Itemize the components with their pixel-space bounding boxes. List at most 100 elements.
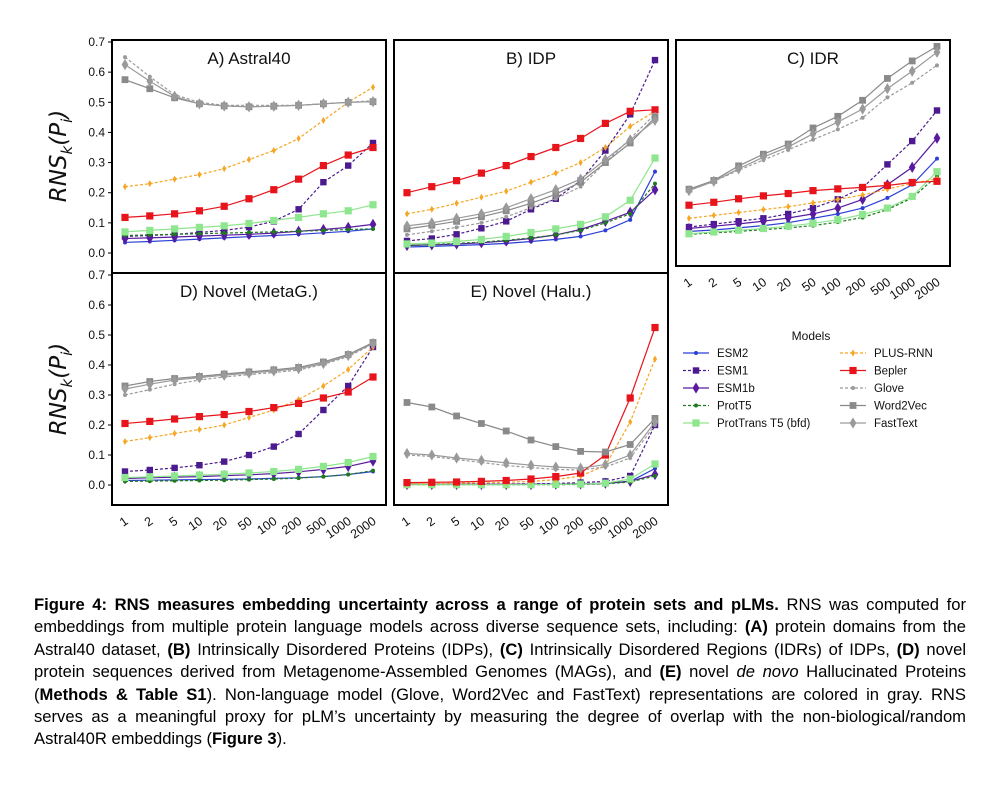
series-line <box>407 358 656 485</box>
data-point <box>835 195 840 203</box>
data-point <box>759 192 767 200</box>
data-point <box>196 462 203 469</box>
data-point <box>454 199 459 207</box>
legend-marker <box>850 349 856 357</box>
data-point <box>245 469 253 477</box>
data-point <box>369 455 377 467</box>
x-tick-label: 5 <box>731 275 745 290</box>
data-point <box>577 134 585 143</box>
data-point <box>220 229 228 241</box>
data-point <box>146 417 154 425</box>
data-point <box>553 169 558 177</box>
data-point <box>885 195 890 200</box>
series-fasttext <box>121 58 377 113</box>
data-point <box>403 240 411 248</box>
data-point <box>529 235 533 240</box>
data-point <box>171 210 179 218</box>
x-tick-label: 2 <box>142 514 156 529</box>
data-point <box>172 232 177 237</box>
data-point <box>651 323 659 332</box>
data-point <box>834 202 842 214</box>
data-point <box>121 473 129 482</box>
data-point <box>527 193 535 205</box>
data-point <box>428 478 436 486</box>
x-tick-label: 1000 <box>605 514 636 541</box>
legend-marker <box>692 382 700 394</box>
caption-ref-d: (D) <box>896 639 920 659</box>
data-point <box>247 477 251 482</box>
series-prottrans-t5-bfd- <box>685 168 941 238</box>
data-point <box>369 218 377 231</box>
series-line <box>688 178 938 219</box>
data-point <box>528 178 534 186</box>
data-point <box>220 222 228 230</box>
data-point <box>121 228 129 236</box>
data-point <box>453 212 460 225</box>
data-point <box>245 195 253 203</box>
legend-item-bepler: Bepler <box>840 366 907 378</box>
y-axis-label-subscript: i <box>58 351 76 356</box>
data-point <box>196 98 203 110</box>
series-bepler <box>121 143 377 222</box>
y-axis-label: RNSk(Pi) <box>46 343 76 435</box>
data-point <box>578 159 583 167</box>
data-point <box>933 177 941 185</box>
data-point <box>933 168 941 176</box>
y-tick-label: 0.6 <box>88 65 105 79</box>
data-point <box>319 462 327 470</box>
legend-label: PLUS-RNN <box>874 348 933 360</box>
x-tick-label: 1000 <box>887 275 918 302</box>
data-point <box>859 96 866 104</box>
data-point <box>809 219 817 227</box>
caption-ref-a: (A) <box>744 617 768 637</box>
legend-marker <box>849 366 857 375</box>
data-point <box>601 479 609 487</box>
data-point <box>835 127 840 132</box>
y-tick-label: 0.2 <box>88 418 105 432</box>
data-point <box>628 217 633 222</box>
data-point <box>270 404 278 412</box>
x-tick-label: 50 <box>235 514 254 533</box>
data-point <box>270 186 278 194</box>
data-point <box>502 427 510 435</box>
legend-label: ESM2 <box>717 348 748 360</box>
series-fasttext <box>121 337 377 395</box>
data-point <box>834 112 842 120</box>
panel-4: D) Novel (MetaG.) 0.0 0.1 0.2 0.3 0.4 0.5 0.6 0.… <box>88 268 387 541</box>
x-tick-label: 100 <box>254 514 279 537</box>
data-point <box>651 184 659 196</box>
data-point <box>653 474 657 478</box>
data-point <box>221 458 228 465</box>
data-point <box>195 207 203 215</box>
data-point <box>653 181 657 186</box>
data-point <box>685 230 693 238</box>
data-point <box>344 349 352 362</box>
data-point <box>527 152 535 161</box>
data-point <box>453 478 461 486</box>
data-point <box>834 116 842 128</box>
data-point <box>195 413 203 421</box>
data-point <box>626 107 634 115</box>
legend-marker <box>694 351 698 355</box>
data-point <box>271 229 276 234</box>
data-point <box>602 448 609 456</box>
data-point <box>171 415 179 423</box>
data-point <box>429 229 434 234</box>
y-tick-label: 0.0 <box>88 246 105 260</box>
data-point <box>811 137 815 142</box>
data-point <box>628 122 633 130</box>
legend-title: Models <box>792 329 831 343</box>
y-tick-label: 0.3 <box>88 156 105 170</box>
data-point <box>909 137 916 145</box>
data-point <box>222 165 227 173</box>
y-axis-label: RNSk(Pi) <box>46 110 76 202</box>
data-point <box>809 187 817 195</box>
data-point <box>196 371 203 384</box>
data-point <box>859 183 867 192</box>
x-tick-label: 5 <box>449 514 463 529</box>
data-point <box>428 217 436 229</box>
data-point <box>502 202 510 214</box>
data-point <box>121 468 129 475</box>
data-point <box>884 82 891 95</box>
data-point <box>270 365 278 377</box>
